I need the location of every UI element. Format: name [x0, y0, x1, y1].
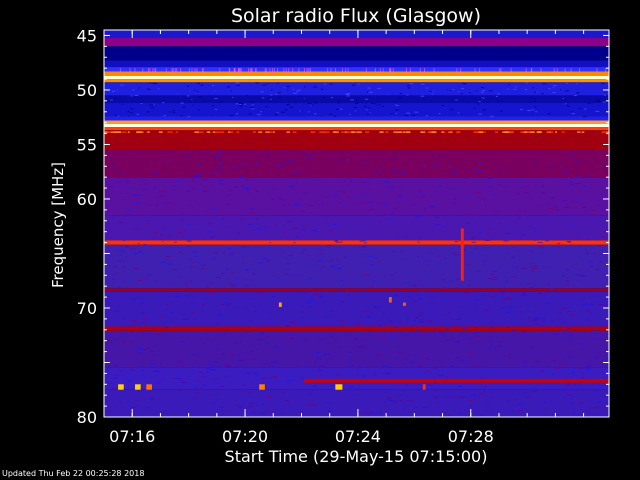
x-tick-label: 07:20	[222, 427, 268, 446]
x-axis-label: Start Time (29-May-15 07:15:00)	[225, 447, 488, 466]
spectrum-band	[104, 75, 609, 80]
burst-feature	[146, 384, 152, 390]
spectrum-band	[104, 326, 609, 331]
updated-timestamp: Updated Thu Feb 22 00:25:28 2018	[2, 469, 145, 478]
y-tick-label: 50	[77, 81, 97, 100]
spectrum-band	[104, 71, 609, 76]
burst-feature	[422, 384, 426, 390]
burst-feature	[135, 384, 141, 390]
spectrum-band	[104, 177, 609, 216]
spectrum-band	[104, 288, 609, 292]
spectrum-band	[104, 240, 609, 245]
spectrum-band	[104, 95, 609, 104]
burst-feature	[259, 384, 265, 390]
spectrum-band	[104, 291, 609, 327]
plot-frame	[103, 29, 610, 418]
spectrum-band	[104, 60, 609, 68]
spectrum-band	[104, 37, 609, 47]
spectrum-band	[104, 130, 609, 150]
noise-texture	[104, 68, 610, 416]
spectrum-band	[104, 127, 609, 131]
y-tick-label: 70	[77, 299, 97, 318]
spectrum-band	[104, 67, 609, 72]
spectrum-band	[104, 149, 609, 178]
spectrum-band	[104, 120, 609, 124]
y-axis-label: Frequency [MHz]	[49, 162, 67, 288]
burst-feature	[304, 378, 609, 383]
spectrum-band	[104, 244, 609, 289]
spectrum-band	[104, 123, 609, 128]
spectrum-band	[104, 103, 609, 117]
burst-feature	[403, 302, 406, 306]
spectrum-band	[104, 116, 609, 121]
y-tick-label: 45	[77, 26, 97, 45]
spectrum-band	[104, 82, 609, 96]
burst-feature	[388, 297, 392, 303]
x-tick-label: 07:24	[335, 427, 381, 446]
spectrum-band	[104, 30, 609, 38]
plot-area	[104, 30, 610, 417]
spectrum-band	[104, 215, 609, 241]
y-tick-label: 55	[77, 135, 97, 154]
spectrum-band	[104, 46, 609, 61]
y-tick-label: 80	[77, 408, 97, 427]
x-tick-label: 07:28	[448, 427, 494, 446]
x-tick-label: 07:16	[109, 427, 155, 446]
burst-feature	[278, 302, 282, 307]
y-tick-label: 60	[77, 190, 97, 209]
spectrum-band	[104, 79, 609, 83]
burst-feature	[118, 384, 124, 390]
burst-feature	[335, 384, 343, 390]
spectrum-band	[104, 389, 609, 417]
chart-title: Solar radio Flux (Glasgow)	[231, 5, 481, 27]
burst-feature	[460, 228, 464, 281]
